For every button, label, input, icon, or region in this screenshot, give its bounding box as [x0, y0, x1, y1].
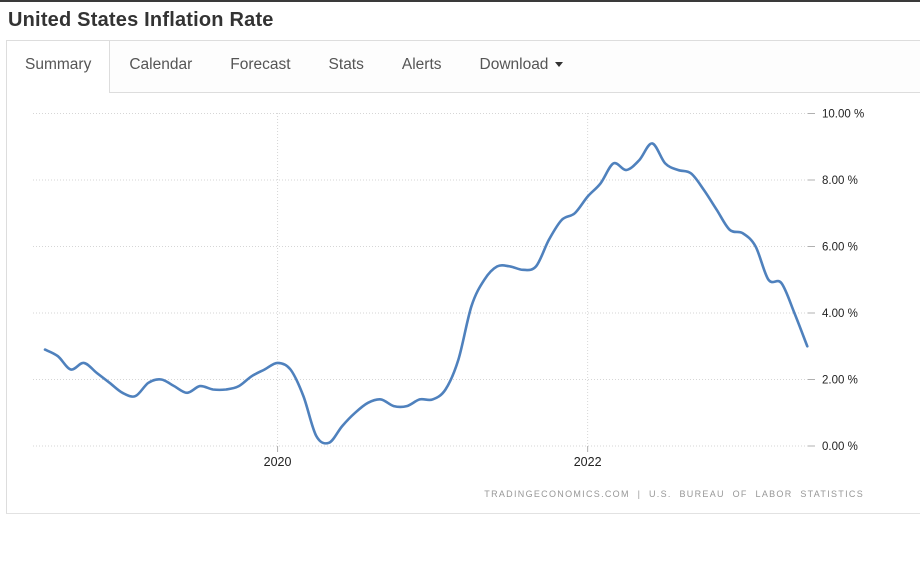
tab-download-label: Download: [479, 56, 549, 73]
y-tick-label: 0.00 %: [822, 441, 858, 453]
chart-panel: Summary Calendar Forecast Stats Alerts D…: [6, 40, 920, 514]
inflation-chart[interactable]: 0.00 % 2.00 % 4.00 % 6.00 % 8.00 % 10.00 % 202…: [7, 93, 920, 513]
inflation-line: [43, 142, 809, 445]
tab-download[interactable]: Download: [466, 41, 578, 92]
y-tick-label: 4.00 %: [822, 308, 858, 320]
tab-stats-label: Stats: [328, 56, 364, 73]
tab-forecast[interactable]: Forecast: [216, 41, 304, 92]
tab-alerts-label: Alerts: [401, 56, 442, 73]
tab-forecast-label: Forecast: [230, 56, 291, 73]
tab-summary[interactable]: Summary: [6, 41, 111, 93]
x-tick-label: 2020: [264, 455, 292, 469]
chart-source: TRADINGECONOMICS.COM | U.S. BUREAU OF LA…: [484, 489, 864, 499]
tab-calendar[interactable]: Calendar: [115, 41, 206, 92]
tab-calendar-label: Calendar: [129, 56, 193, 73]
x-tick-label: 2022: [574, 455, 602, 469]
tab-bar: Summary Calendar Forecast Stats Alerts D…: [6, 41, 920, 93]
page-title: United States Inflation Rate: [8, 9, 274, 31]
tab-stats[interactable]: Stats: [315, 41, 378, 92]
tab-summary-label: Summary: [25, 56, 92, 73]
top-border: [0, 0, 920, 2]
page-header: United States Inflation Rate: [0, 2, 920, 40]
y-tick-label: 6.00 %: [822, 242, 858, 254]
caret-down-icon: [555, 62, 564, 68]
y-tick-label: 2.00 %: [822, 375, 858, 387]
tab-alerts[interactable]: Alerts: [388, 41, 456, 92]
y-tick-label: 10.00 %: [822, 109, 864, 121]
chart-area: 0.00 % 2.00 % 4.00 % 6.00 % 8.00 % 10.00 % 202…: [7, 93, 920, 513]
y-tick-label: 8.00 %: [822, 175, 858, 187]
